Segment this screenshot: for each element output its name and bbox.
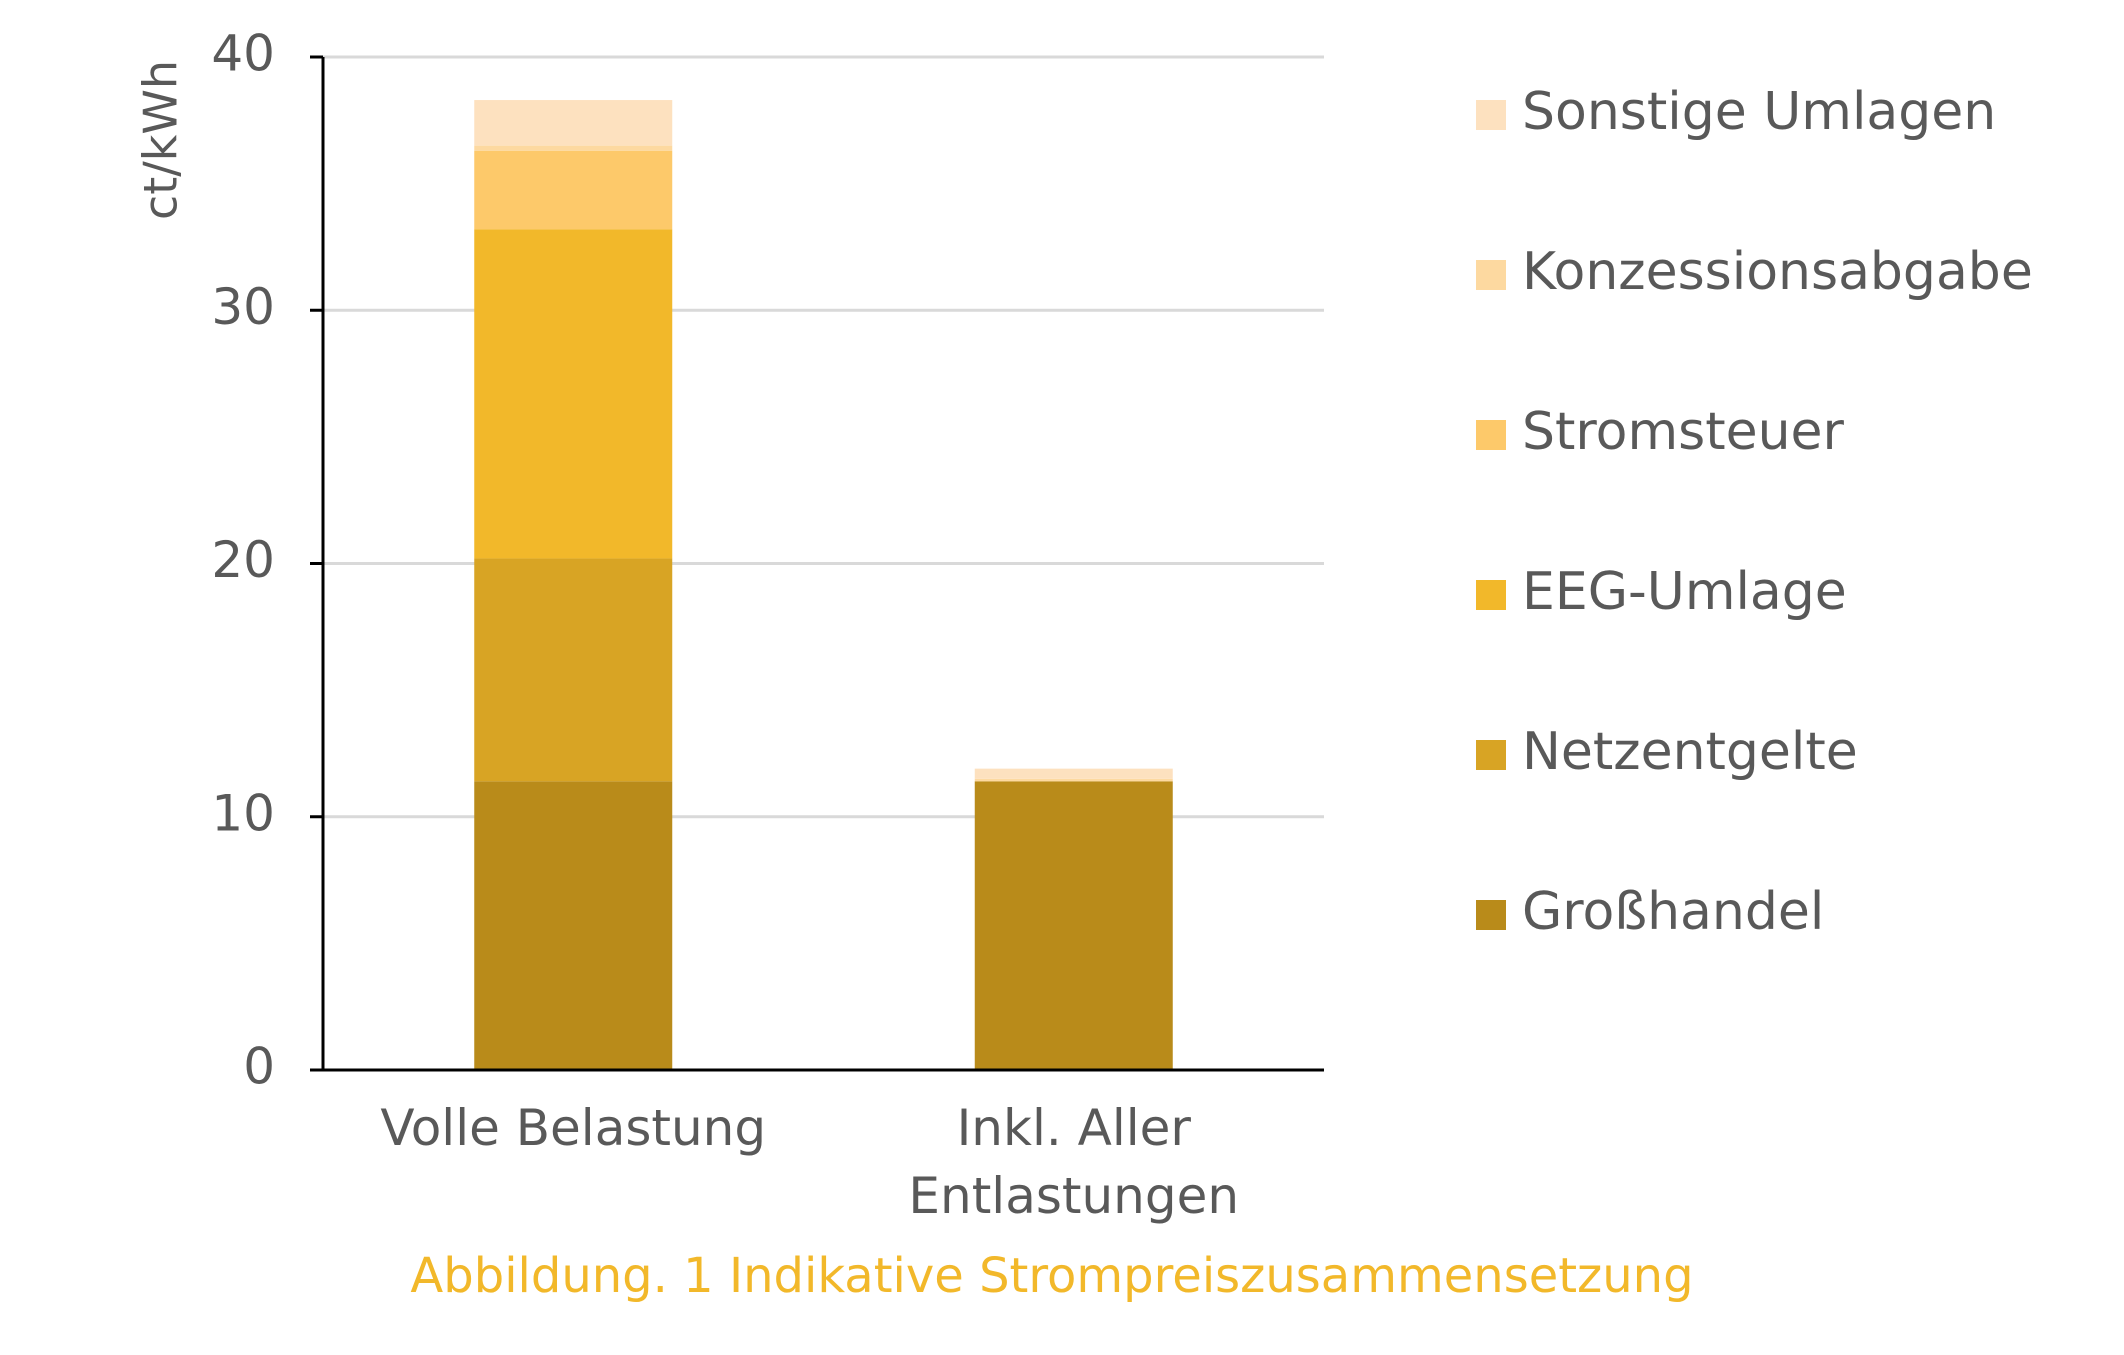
legend-swatch bbox=[1476, 900, 1506, 930]
legend-swatch bbox=[1476, 100, 1506, 130]
y-tick-label: 30 bbox=[211, 278, 275, 336]
bar-segment-sonstige-umlagen-1 bbox=[974, 768, 1173, 779]
legend-label: EEG-Umlage bbox=[1522, 562, 1847, 622]
y-axis-title: ct/kWh bbox=[134, 60, 188, 220]
legend: Sonstige Umlagen Konzessionsabgabe Stromst… bbox=[1476, 82, 2033, 942]
y-tick-label: 20 bbox=[211, 531, 275, 589]
bar-segment-netzentgelte-0 bbox=[474, 558, 673, 782]
legend-swatch bbox=[1476, 740, 1506, 770]
x-category-label: Entlastungen bbox=[908, 1167, 1239, 1225]
legend-label: Großhandel bbox=[1522, 882, 1824, 942]
bar-segment-gro-handel-0 bbox=[474, 781, 673, 1070]
legend-swatch bbox=[1476, 260, 1506, 290]
gridlines bbox=[323, 55, 1324, 819]
legend-label: Sonstige Umlagen bbox=[1522, 82, 1996, 142]
bars bbox=[474, 100, 1173, 1070]
bar-segment-konzessionsabgabe-0 bbox=[474, 145, 673, 151]
bar-segment-eeg-umlage-0 bbox=[474, 229, 673, 559]
x-category-labels: Volle Belastung Inkl. Aller Entlastungen bbox=[380, 1099, 1239, 1225]
legend-label: Konzessionsabgabe bbox=[1522, 242, 2033, 302]
y-tick-label: 10 bbox=[211, 784, 275, 842]
bar-segment-stromsteuer-0 bbox=[474, 150, 673, 230]
bar-segment-gro-handel-1 bbox=[974, 781, 1173, 1070]
chart-caption: Abbildung. 1 Indikative Strompreiszusamm… bbox=[410, 1248, 1693, 1304]
bar-segment-konzessionsabgabe-1 bbox=[974, 778, 1173, 782]
x-category-label: Inkl. Aller bbox=[957, 1099, 1192, 1157]
x-category-label: Volle Belastung bbox=[380, 1099, 766, 1157]
y-tick-label: 40 bbox=[211, 25, 275, 83]
legend-swatch bbox=[1476, 420, 1506, 450]
legend-label: Netzentgelte bbox=[1522, 722, 1858, 782]
bar-segment-sonstige-umlagen-0 bbox=[474, 100, 673, 146]
legend-swatch bbox=[1476, 580, 1506, 610]
y-tick-labels: 0 10 20 30 40 bbox=[211, 25, 323, 1096]
y-tick-label: 0 bbox=[243, 1038, 275, 1096]
legend-label: Stromsteuer bbox=[1522, 402, 1845, 462]
